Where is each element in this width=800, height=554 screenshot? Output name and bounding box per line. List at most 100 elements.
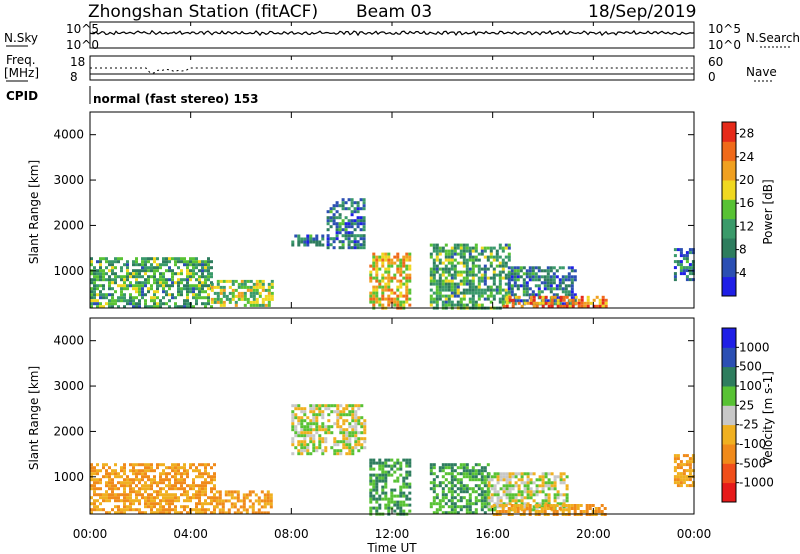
data-cell bbox=[532, 481, 536, 485]
data-cell bbox=[150, 487, 153, 491]
data-cell bbox=[186, 278, 189, 282]
data-cell bbox=[138, 305, 141, 309]
data-cell bbox=[399, 258, 403, 262]
data-cell bbox=[210, 496, 213, 500]
data-cell bbox=[126, 299, 129, 303]
y-tick-label: 2000 bbox=[53, 218, 84, 232]
data-cell bbox=[588, 507, 592, 510]
data-cell bbox=[562, 295, 566, 299]
data-cell bbox=[224, 493, 228, 497]
data-cell bbox=[565, 484, 569, 488]
data-cell bbox=[171, 487, 174, 491]
data-cell bbox=[126, 499, 129, 503]
data-cell bbox=[326, 222, 330, 226]
data-cell bbox=[207, 302, 210, 306]
data-cell bbox=[105, 257, 108, 261]
colorbar-swatch bbox=[722, 347, 736, 368]
data-cell bbox=[399, 270, 403, 274]
data-cell bbox=[180, 305, 183, 309]
data-cell bbox=[480, 472, 484, 476]
data-cell bbox=[129, 499, 132, 503]
data-cell bbox=[492, 255, 496, 259]
data-cell bbox=[351, 431, 355, 435]
data-cell bbox=[159, 511, 162, 515]
data-cell bbox=[132, 296, 135, 300]
data-cell bbox=[459, 279, 463, 283]
data-cell bbox=[309, 452, 313, 456]
data-cell bbox=[156, 490, 159, 494]
data-cell bbox=[144, 299, 147, 303]
data-cell bbox=[215, 496, 219, 500]
data-cell bbox=[480, 508, 484, 512]
data-cell bbox=[342, 443, 346, 447]
data-cell bbox=[339, 425, 343, 429]
data-cell bbox=[429, 294, 433, 298]
data-cell bbox=[114, 505, 117, 509]
data-cell bbox=[252, 291, 256, 295]
data-cell bbox=[204, 472, 207, 476]
data-cell bbox=[326, 228, 330, 232]
data-cell bbox=[309, 422, 313, 426]
data-cell bbox=[231, 294, 235, 298]
data-cell bbox=[432, 279, 436, 283]
data-cell bbox=[537, 278, 541, 282]
data-cell bbox=[303, 425, 307, 429]
data-cell bbox=[489, 246, 493, 250]
data-cell bbox=[93, 266, 96, 270]
data-cell bbox=[453, 270, 457, 274]
data-cell bbox=[372, 479, 376, 483]
data-cell bbox=[321, 243, 325, 247]
data-cell bbox=[459, 466, 463, 470]
data-cell bbox=[249, 303, 253, 307]
data-cell bbox=[165, 260, 168, 264]
data-cell bbox=[429, 255, 433, 259]
data-cell bbox=[432, 264, 436, 268]
data-cell bbox=[165, 502, 168, 506]
data-cell bbox=[559, 505, 563, 509]
data-cell bbox=[405, 288, 409, 292]
data-cell bbox=[444, 484, 448, 488]
data-cell bbox=[114, 272, 117, 276]
data-cell bbox=[487, 502, 491, 506]
data-cell bbox=[171, 466, 174, 470]
data-cell bbox=[189, 496, 192, 500]
data-cell bbox=[453, 264, 457, 268]
data-cell bbox=[189, 499, 192, 503]
data-cell bbox=[111, 281, 114, 285]
data-cell bbox=[405, 291, 409, 295]
data-cell bbox=[150, 266, 153, 270]
data-cell bbox=[336, 413, 340, 417]
data-cell bbox=[480, 294, 484, 298]
data-cell bbox=[456, 252, 460, 256]
data-cell bbox=[353, 207, 357, 211]
data-cell bbox=[387, 294, 391, 298]
data-cell bbox=[230, 502, 234, 506]
data-cell bbox=[471, 261, 475, 265]
data-cell bbox=[514, 502, 518, 506]
colorbar-swatch bbox=[722, 328, 736, 348]
data-cell bbox=[517, 499, 521, 503]
data-cell bbox=[300, 422, 304, 426]
data-cell bbox=[336, 422, 340, 426]
colorbar-tick-label: 500 bbox=[739, 360, 762, 374]
data-cell bbox=[315, 234, 319, 238]
data-cell bbox=[462, 484, 466, 488]
data-cell bbox=[159, 275, 162, 279]
data-cell bbox=[269, 496, 273, 500]
data-cell bbox=[261, 282, 265, 286]
data-cell bbox=[147, 275, 150, 279]
data-cell bbox=[162, 481, 165, 485]
data-cell bbox=[508, 496, 512, 500]
data-cell bbox=[258, 291, 262, 295]
data-cell bbox=[204, 466, 207, 470]
data-cell bbox=[186, 490, 189, 494]
data-cell bbox=[513, 284, 517, 288]
data-cell bbox=[213, 505, 216, 509]
data-cell bbox=[318, 407, 322, 411]
data-cell bbox=[550, 301, 554, 305]
data-cell bbox=[399, 279, 403, 283]
data-cell bbox=[207, 284, 210, 288]
data-cell bbox=[159, 266, 162, 270]
data-cell bbox=[375, 488, 379, 492]
data-cell bbox=[486, 285, 490, 289]
